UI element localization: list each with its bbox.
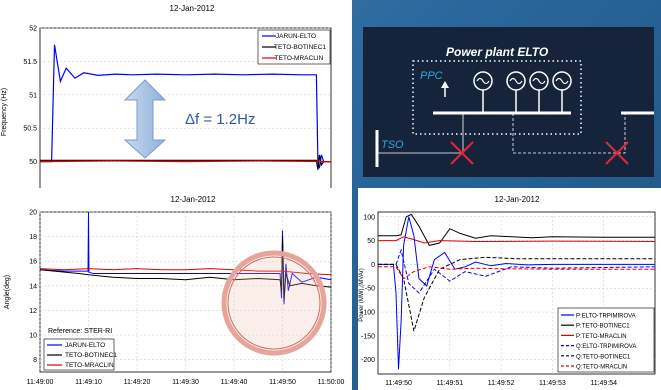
legend-label: P:ELTO-TRPIMIROVA — [576, 314, 636, 320]
y-tick-label: 12 — [29, 308, 37, 315]
y-tick-label: 51.5 — [23, 59, 37, 66]
y-tick-label: 0 — [371, 262, 375, 269]
legend-label: Q:TETO-MRACLIN — [576, 365, 627, 371]
frequency-chart-title: 12-Jan-2012 — [170, 4, 215, 13]
legend-label: Q:TETO-BOTINEC1 — [576, 354, 631, 360]
x-tick-label: 11:49:00 — [27, 379, 54, 386]
legend-label-teto-botinec1: TETO-BOTINEC1 — [65, 352, 117, 359]
series-line-q-elto-trpimirova — [378, 248, 656, 294]
frequency-legend: JARUN-ELTO TETO-BOTINEC1 TETO-MRACLIN — [257, 29, 331, 65]
y-tick-label: 50 — [367, 238, 375, 245]
series-line-jarun-elto — [39, 211, 332, 305]
reference-label: Reference: STER-RI — [48, 328, 112, 335]
x-tick-label: 11:49:50 — [269, 379, 296, 386]
y-tick-label: 18 — [29, 234, 37, 241]
series-line-p-teto-mraclin — [378, 236, 656, 244]
highlight-circle-inner — [227, 256, 321, 350]
legend-label-teto-mraclin: TETO-MRACLIN — [275, 55, 324, 62]
x-tick-label: 11:49:50 — [385, 380, 412, 387]
diagram-title: Power plant ELTO — [446, 45, 549, 59]
angle-chart: 12-Jan-2012 8 10 12 14 16 18 20 11:49:00 11:49:… — [0, 188, 352, 390]
x-tick-label: 11:49:40 — [221, 379, 248, 386]
ppc-boundary — [412, 60, 582, 135]
y-tick-label: 50.5 — [23, 126, 37, 133]
diagram-canvas: Power plant ELTO PPC TSO — [375, 45, 654, 167]
series-line-q-teto-botinec1 — [378, 256, 655, 332]
power-legend: P:ELTO-TRPIMIROVA P:TETO-BOTINEC1 P:TETO-M… — [557, 307, 655, 373]
legend-label: P:TETO-MRACLIN — [576, 334, 627, 340]
legend-label-teto-botinec1: TETO-BOTINEC1 — [274, 44, 326, 51]
angle-ylabel: Angle(deg) — [4, 275, 11, 309]
alternate-connection-line — [512, 113, 626, 154]
power-plant-diagram: Power plant ELTO PPC TSO — [363, 27, 654, 177]
frequency-ylabel: Frequency (Hz) — [1, 88, 8, 136]
x-tick-label: 11:49:54 — [590, 380, 617, 387]
y-tick-label: 16 — [29, 259, 37, 266]
series-line-teto-botinec1 — [40, 154, 331, 170]
y-tick-label: 8 — [33, 357, 37, 364]
frequency-chart-panel: 12-Jan-2012 49.55050.55151.55211:49:0011… — [0, 0, 352, 208]
frequency-chart: 12-Jan-2012 49.55050.55151.55211:49:0011… — [1, 4, 346, 204]
legend-label: P:TETO-BOTINEC1 — [576, 324, 630, 330]
legend-label-jarun-elto: JARUN-ELTO — [276, 33, 316, 40]
angle-chart-panel: 12-Jan-2012 8 10 12 14 16 18 20 11:49:00 11:49:… — [0, 188, 352, 390]
y-tick-label: 14 — [29, 283, 37, 290]
y-tick-label: -100 — [361, 310, 375, 317]
legend-label-teto-mraclin: TETO-MRACLIN — [65, 362, 114, 369]
angle-chart-title: 12-Jan-2012 — [171, 195, 216, 204]
series-line-teto-botinec1 — [39, 236, 332, 301]
x-tick-label: 11:49:30 — [172, 379, 199, 386]
angle-legend: JARUN-ELTO TETO-BOTINEC1 TETO-MRACLIN — [43, 338, 117, 371]
measurement-arrowhead — [441, 81, 449, 88]
series-line-teto-mraclin — [39, 160, 332, 163]
series-line-p-elto-trpimirova — [378, 216, 655, 370]
power-chart: 12-Jan-2012 -200 -150 -100 -50 0 50 100 11:49:… — [359, 195, 656, 387]
generator-icon — [506, 71, 526, 112]
generator-icon — [529, 71, 549, 112]
x-tick-label: 11:49:53 — [539, 380, 566, 387]
legend-label: Q:ELTO-TRPIMIROVA — [576, 344, 636, 350]
breaker-cross-icon — [605, 141, 629, 165]
power-chart-panel: 12-Jan-2012 -200 -150 -100 -50 0 50 100 11:49:… — [358, 188, 661, 390]
y-tick-label: -50 — [365, 286, 375, 293]
series-line-p-teto-botinec1 — [378, 213, 655, 246]
tso-label: TSO — [381, 139, 404, 151]
y-tick-label: 52 — [29, 26, 37, 33]
y-tick-label: 10 — [29, 333, 37, 340]
generator-icon — [473, 71, 493, 112]
series-line-q-teto-mraclin — [378, 266, 655, 280]
y-tick-label: 50 — [29, 159, 37, 166]
x-tick-label: 11:49:51 — [436, 380, 463, 387]
x-tick-label: 11:49:52 — [488, 380, 515, 387]
y-tick-label: 51 — [29, 92, 37, 99]
x-tick-label: 11:49:20 — [124, 379, 151, 386]
y-tick-label: -200 — [361, 357, 375, 364]
x-tick-label: 11:49:10 — [75, 379, 102, 386]
power-chart-title: 12-Jan-2012 — [495, 195, 540, 204]
y-tick-label: -150 — [361, 333, 375, 340]
generator-icon — [552, 71, 572, 112]
power-ylabel: Power (MW),(MVAr) — [359, 268, 365, 322]
ppc-label: PPC — [420, 70, 443, 82]
series-line-teto-mraclin — [39, 268, 332, 276]
x-tick-label: 11:50:00 — [318, 379, 345, 386]
delta-f-label: Δf = 1.2Hz — [185, 111, 255, 128]
y-tick-label: 100 — [363, 214, 375, 221]
highlight-circle — [221, 250, 327, 356]
y-tick-label: 20 — [29, 210, 37, 217]
delta-f-arrow — [123, 79, 167, 159]
legend-label-jarun-elto: JARUN-ELTO — [65, 342, 105, 349]
breaker-cross-icon — [450, 141, 474, 165]
